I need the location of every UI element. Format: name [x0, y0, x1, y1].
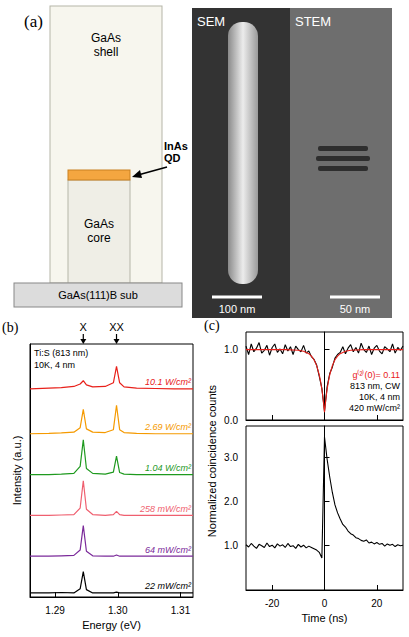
- svg-text:1.04 W/cm²: 1.04 W/cm²: [145, 463, 192, 473]
- svg-text:10K, 4 nm: 10K, 4 nm: [34, 360, 75, 370]
- svg-text:XX: XX: [109, 321, 124, 333]
- svg-text:Energy (eV): Energy (eV): [82, 619, 141, 631]
- svg-text:1.30: 1.30: [108, 605, 128, 616]
- svg-text:g⁽²⁾(0)= 0.11: g⁽²⁾(0)= 0.11: [352, 369, 400, 380]
- svg-text:Time (ns): Time (ns): [301, 612, 347, 624]
- svg-text:GaAs: GaAs: [84, 217, 114, 231]
- svg-text:shell: shell: [94, 45, 119, 59]
- svg-text:2.0: 2.0: [224, 496, 238, 507]
- svg-text:1.29: 1.29: [45, 605, 65, 616]
- svg-text:20: 20: [371, 598, 383, 609]
- svg-text:0: 0: [322, 598, 328, 609]
- svg-text:1.0: 1.0: [224, 344, 238, 355]
- svg-text:64 mW/cm²: 64 mW/cm²: [145, 545, 192, 555]
- svg-text:(b): (b): [2, 320, 19, 336]
- svg-text:Intensity (a.u.): Intensity (a.u.): [11, 436, 23, 506]
- svg-text:3.0: 3.0: [224, 452, 238, 463]
- svg-text:10K, 4 nm: 10K, 4 nm: [359, 392, 400, 402]
- svg-text:0.0: 0.0: [224, 415, 238, 426]
- svg-text:22 mW/cm²: 22 mW/cm²: [144, 581, 192, 591]
- svg-text:InAs: InAs: [164, 140, 188, 152]
- svg-text:813 nm, CW: 813 nm, CW: [350, 381, 401, 391]
- svg-text:X: X: [80, 321, 88, 333]
- svg-text:Normalized coincidence counts: Normalized coincidence counts: [206, 384, 218, 537]
- svg-text:50 nm: 50 nm: [340, 303, 371, 315]
- svg-text:SEM: SEM: [197, 14, 225, 29]
- svg-text:2.69 W/cm²: 2.69 W/cm²: [144, 422, 192, 432]
- svg-text:258 mW/cm²: 258 mW/cm²: [139, 504, 192, 514]
- svg-text:-20: -20: [265, 598, 280, 609]
- svg-text:GaAs: GaAs: [91, 31, 121, 45]
- svg-text:(a): (a): [24, 12, 43, 31]
- svg-text:GaAs(111)B sub: GaAs(111)B sub: [58, 289, 138, 301]
- svg-text:10.1 W/cm²: 10.1 W/cm²: [145, 377, 192, 387]
- svg-text:STEM: STEM: [295, 14, 331, 29]
- svg-text:Ti:S (813 nm): Ti:S (813 nm): [34, 348, 88, 358]
- svg-text:100 nm: 100 nm: [219, 303, 256, 315]
- svg-text:(c): (c): [204, 318, 220, 334]
- svg-text:420 mW/cm²: 420 mW/cm²: [349, 403, 400, 413]
- svg-text:core: core: [87, 231, 111, 245]
- svg-text:1.0: 1.0: [224, 540, 238, 551]
- svg-text:1.31: 1.31: [171, 605, 191, 616]
- svg-text:QD: QD: [164, 152, 181, 164]
